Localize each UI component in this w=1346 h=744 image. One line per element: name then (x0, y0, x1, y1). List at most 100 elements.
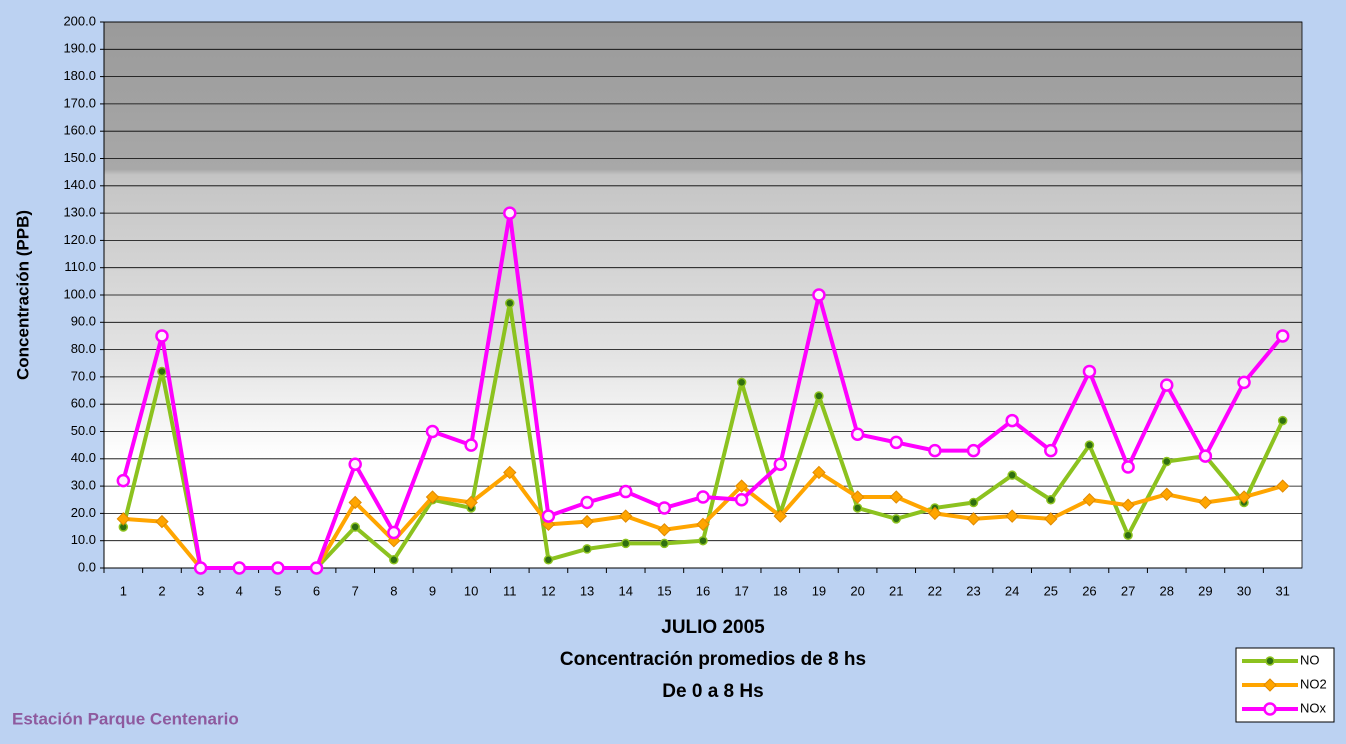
marker (155, 514, 169, 529)
marker (966, 443, 981, 458)
x-tick-label: 29 (1198, 583, 1212, 598)
marker (309, 561, 324, 575)
marker (116, 473, 131, 488)
x-tick-label: 9 (429, 583, 436, 598)
marker (157, 366, 167, 377)
marker (503, 206, 517, 220)
y-tick-label: 30.0 (71, 478, 96, 493)
y-tick-label: 120.0 (63, 232, 96, 247)
marker (1277, 415, 1288, 426)
marker (891, 514, 901, 524)
x-tick-label: 12 (541, 583, 555, 598)
marker (1160, 487, 1174, 501)
x-tick-label: 8 (390, 583, 397, 598)
marker (1082, 364, 1097, 379)
marker (232, 561, 247, 575)
marker (1275, 329, 1290, 343)
x-tick-label: 13 (580, 583, 594, 598)
y-tick-label: 100.0 (63, 286, 96, 301)
plot-border (103, 21, 1303, 569)
marker (116, 512, 131, 526)
x-tick-label: 22 (928, 583, 942, 598)
marker (889, 490, 903, 504)
legend-marker (1265, 656, 1275, 666)
x-tick-label: 5 (274, 583, 281, 598)
y-tick-label: 190.0 (63, 41, 96, 56)
legend-marker (1263, 678, 1277, 692)
marker (541, 509, 556, 523)
marker (773, 457, 788, 472)
marker (389, 555, 399, 565)
y-axis-title: Concentración (PPB) (13, 210, 32, 380)
marker (889, 435, 903, 450)
marker (773, 509, 787, 523)
marker (698, 535, 708, 546)
marker (464, 438, 478, 452)
marker (580, 514, 594, 529)
y-tick-label: 160.0 (63, 123, 96, 138)
legend-label: NO (1300, 652, 1320, 667)
y-tick-label: 60.0 (71, 396, 96, 411)
marker (1007, 470, 1017, 480)
y-tick-label: 90.0 (71, 314, 96, 329)
y-tick-label: 70.0 (71, 368, 96, 383)
marker (1275, 479, 1290, 493)
marker (1005, 413, 1019, 428)
marker (1198, 495, 1213, 510)
y-tick-label: 180.0 (63, 68, 96, 83)
x-tick-label: 27 (1121, 583, 1135, 598)
marker (619, 509, 633, 523)
marker (580, 495, 594, 510)
x-tick-label: 2 (158, 583, 165, 598)
marker (1046, 495, 1056, 505)
marker (193, 561, 208, 575)
x-tick-label: 10 (464, 583, 478, 598)
marker (1237, 490, 1251, 504)
marker (928, 506, 942, 521)
x-tick-label: 28 (1160, 583, 1174, 598)
legend-label: NOx (1300, 700, 1327, 715)
marker (620, 538, 631, 549)
marker (1237, 375, 1251, 390)
x-tick-label: 30 (1237, 583, 1251, 598)
x-tick-label: 16 (696, 583, 710, 598)
marker (582, 544, 592, 554)
y-tick-label: 150.0 (63, 150, 96, 165)
y-tick-label: 140.0 (63, 177, 96, 192)
x-tick-label: 17 (734, 583, 748, 598)
marker (1044, 443, 1058, 458)
legend-label: NO2 (1300, 676, 1327, 691)
x-tick-label: 26 (1082, 583, 1096, 598)
marker (1159, 378, 1174, 392)
x-tick-label: 11 (503, 583, 517, 598)
marker (659, 538, 670, 549)
y-tick-label: 80.0 (71, 341, 96, 356)
marker (734, 493, 749, 507)
marker (1121, 498, 1135, 512)
y-tick-label: 10.0 (71, 532, 96, 547)
marker (1005, 509, 1019, 523)
x-tick-label: 7 (352, 583, 359, 598)
marker (155, 329, 169, 343)
y-tick-label: 50.0 (71, 423, 96, 438)
marker (464, 495, 478, 510)
marker (348, 495, 362, 510)
x-tick-label: 3 (197, 583, 204, 598)
marker (503, 465, 517, 480)
x-tick-label: 21 (889, 583, 903, 598)
y-tick-label: 110.0 (64, 259, 96, 274)
y-tick-label: 0.0 (78, 559, 96, 574)
marker (387, 525, 401, 540)
marker (425, 424, 440, 439)
x-tick-label: 14 (618, 583, 632, 598)
marker (1044, 512, 1058, 526)
x-tick-label: 15 (657, 583, 671, 598)
marker (696, 490, 710, 504)
marker (348, 457, 362, 472)
x-tick-label: 23 (966, 583, 980, 598)
y-tick-label: 20.0 (71, 505, 96, 520)
x-tick-label: 24 (1005, 583, 1019, 598)
marker (618, 484, 633, 499)
